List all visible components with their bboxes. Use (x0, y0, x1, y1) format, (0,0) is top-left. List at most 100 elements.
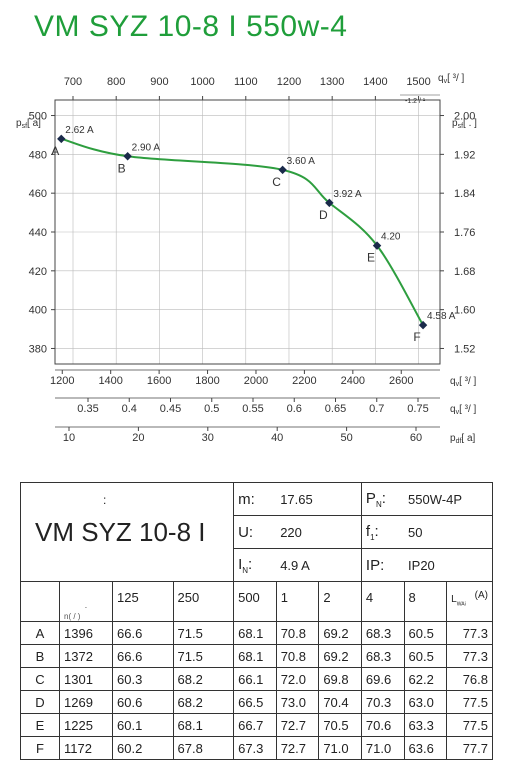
in-colon: : (248, 555, 253, 573)
top-tick-label: 900 (150, 76, 168, 88)
sound-level-cell: 60.5 (403, 621, 448, 645)
top-tick-label: 1500 (406, 76, 430, 88)
rpm-cell: 1396 (59, 621, 113, 645)
bottom-tick-label: 2400 (341, 375, 365, 387)
freq-header-250: 250 (172, 581, 235, 622)
right-tick-label: 1.68 (454, 266, 475, 278)
bottom-axis-label: qv[ ³/ ] (450, 404, 477, 416)
pn-letter: P (365, 489, 376, 507)
bottom-tick-label: 0.7 (369, 403, 384, 415)
sound-level-cell: 66.6 (112, 644, 174, 668)
sound-level-cell: 68.3 (360, 644, 405, 668)
lw-letter: L (451, 594, 457, 605)
chart-marks: 2.62 A A 2.90 A B 3.60 A C 3.92 A D 4.20 E 4.58 A F (51, 125, 455, 344)
top-tick-label: 1300 (320, 76, 344, 88)
sound-level-cell: 68.2 (172, 690, 235, 714)
point-marker-c (278, 165, 287, 175)
point-current-c: 3.60 A (287, 156, 316, 167)
row-label: F (20, 736, 60, 760)
ip-label: IP: (360, 548, 405, 582)
sound-level-cell: 69.8 (318, 667, 362, 691)
lwa-cell: 77.3 (446, 644, 493, 668)
point-marker-f (418, 320, 428, 330)
top-tick-label: 1000 (190, 76, 214, 88)
sound-level-cell: 68.1 (172, 713, 235, 737)
point-label-c: C (272, 175, 281, 189)
point-current-a: 2.62 A (65, 125, 94, 136)
bottom-tick-label: 0.5 (204, 403, 219, 415)
model-cell: : VM SYZ 10-8 I (19, 482, 235, 582)
bottom-tick-label: 60 (410, 432, 422, 444)
point-label-e: E (367, 251, 375, 265)
bottom-axis-sub: v (456, 381, 460, 388)
lw-sub: WAi (456, 601, 466, 608)
lwa-cell: 77.5 (446, 713, 493, 737)
bottom-tick-label: 30 (202, 432, 214, 444)
top-tick-label: 1200 (277, 76, 301, 88)
table-row: A 1396 66.6 71.5 68.1 70.8 69.2 68.3 60.5 77.3 (20, 621, 493, 645)
top-tick-label: 1400 (363, 76, 387, 88)
f-label: f1: (360, 515, 405, 549)
top-axis-note: -1.2 / ¹ (405, 98, 426, 105)
bottom-tick-label: 0.45 (160, 403, 181, 415)
bottom-axis-label: pdf[ a] (450, 433, 476, 445)
right-tick-label: 1.52 (454, 343, 475, 355)
f-colon: : (374, 522, 379, 540)
bottom-tick-label: 2200 (292, 375, 316, 387)
model-prefix: : (103, 493, 107, 507)
lwa-cell: 77.7 (446, 736, 493, 760)
model-name: VM SYZ 10-8 I (35, 516, 206, 547)
u-value: 220 (276, 515, 362, 549)
sound-level-cell: 60.1 (112, 713, 174, 737)
bottom-tick-label: 40 (271, 432, 283, 444)
pn-value: 550W-4P (404, 482, 494, 516)
table-row: C 1301 60.3 68.2 66.1 72.0 69.8 69.6 62.2 76.8 (20, 667, 493, 691)
bottom-tick-label: 2600 (389, 375, 413, 387)
point-marker-e (372, 241, 382, 250)
sound-level-cell: 70.8 (275, 644, 320, 668)
top-tick-label: 1100 (234, 76, 258, 88)
bottom-axis-unit: [ ³/ ] (459, 404, 476, 415)
point-label-d: D (319, 208, 328, 222)
sound-level-cell: 60.5 (403, 644, 448, 668)
point-current-e: 4.20 (381, 232, 401, 243)
n-header-dot: · (84, 603, 88, 612)
left-tick-label: 420 (29, 266, 47, 278)
sound-level-cell: 72.7 (275, 713, 320, 737)
bottom-axis-sub: v (456, 409, 460, 416)
freq-header-125: 125 (112, 581, 174, 622)
top-tick-label: 700 (64, 76, 82, 88)
point-current-b: 2.90 A (132, 142, 161, 153)
sound-level-cell: 67.8 (172, 736, 235, 760)
row-label: D (20, 690, 60, 714)
sound-level-cell: 70.3 (360, 690, 405, 714)
bottom-axis-sub: df (456, 438, 462, 445)
right-tick-label: 1.60 (454, 305, 475, 317)
point-label-b: B (118, 161, 126, 175)
bottom-axis-unit: [ ³/ ] (459, 376, 476, 387)
left-axis-sub: sf (22, 123, 28, 130)
bottom-tick-label: 2000 (244, 375, 268, 387)
sound-level-cell: 71.0 (360, 736, 405, 760)
lw-unit: (A) (474, 590, 488, 601)
m-label: m: (233, 482, 277, 516)
bottom-tick-label: 50 (340, 432, 352, 444)
point-label-f: F (413, 330, 420, 344)
lwa-cell: 76.8 (446, 667, 493, 691)
bottom-tick-label: 1400 (98, 375, 122, 387)
sound-level-cell: 70.4 (318, 690, 362, 714)
sound-level-cell: 73.0 (275, 690, 320, 714)
point-current-d: 3.92 A (333, 189, 362, 200)
sound-level-cell: 63.3 (403, 713, 448, 737)
bottom-axis-unit: [ a] (461, 433, 475, 444)
f-sub: 1 (370, 532, 375, 542)
sound-level-cell: 69.2 (318, 621, 362, 645)
sound-level-cell: 60.3 (112, 667, 174, 691)
table-row: F 1172 60.2 67.8 67.3 72.7 71.0 71.0 63.6 77.7 (20, 736, 493, 760)
bottom-tick-label: 1200 (50, 375, 74, 387)
sound-level-cell: 72.7 (275, 736, 320, 760)
sound-level-cell: 66.5 (233, 690, 277, 714)
pn-label: PN: (360, 482, 405, 516)
f-letter: f (365, 522, 371, 540)
sound-level-cell: 60.6 (112, 690, 174, 714)
